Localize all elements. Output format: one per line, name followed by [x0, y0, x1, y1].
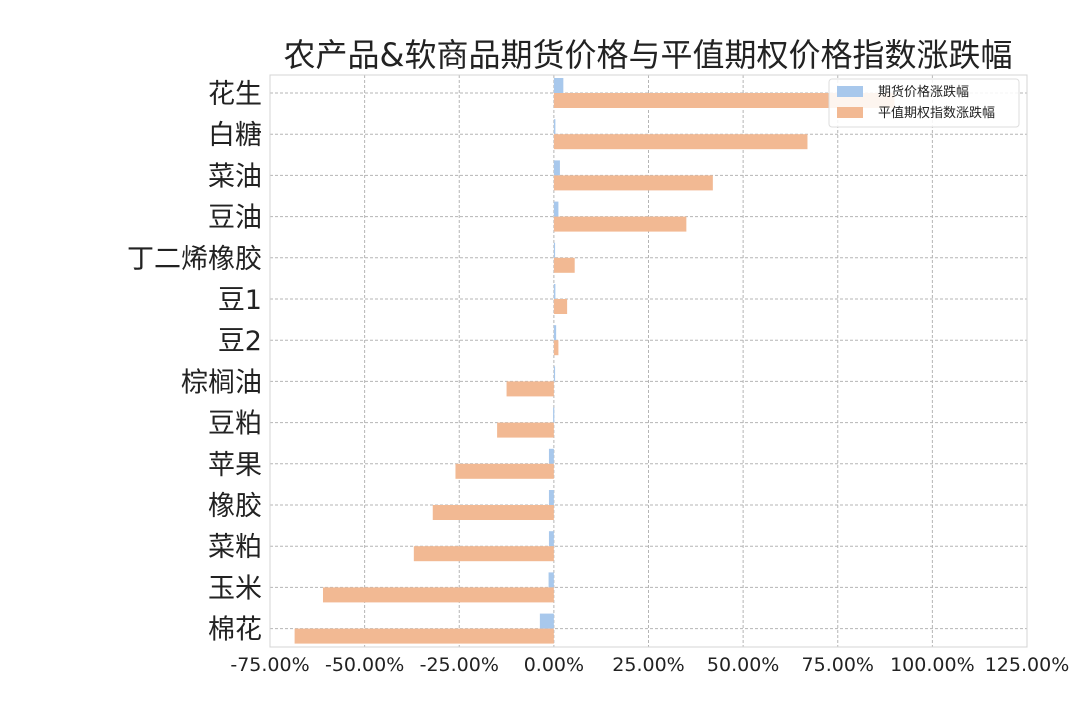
bar-futures: [553, 201, 559, 217]
y-tick-label: 豆2: [218, 326, 262, 357]
bar-option-index: [553, 175, 713, 191]
bars: [294, 78, 895, 644]
bar-futures: [539, 613, 554, 629]
y-tick-label: 玉米: [208, 573, 262, 604]
y-tick-label: 豆1: [218, 285, 262, 316]
bar-futures: [553, 160, 560, 176]
bar-option-index: [432, 505, 554, 520]
y-tick-label: 棉花: [208, 615, 262, 646]
bar-option-index: [497, 422, 554, 438]
x-tick-label: 50.00%: [707, 654, 779, 676]
y-tick-label: 苹果: [208, 450, 262, 481]
bar-option-index: [553, 299, 568, 314]
bar-futures: [553, 325, 557, 341]
x-tick-label: 125.00%: [985, 654, 1070, 676]
y-tick-label: 菜粕: [208, 532, 262, 563]
legend-box: [828, 78, 1020, 128]
x-tick-label: 25.00%: [612, 654, 684, 676]
bar-futures: [548, 531, 554, 547]
bar-futures: [553, 78, 564, 93]
y-tick-label: 菜油: [208, 161, 262, 192]
y-tick-label: 棕榈油: [181, 367, 262, 398]
bar-option-index: [553, 216, 687, 232]
y-tick-label: 豆粕: [208, 409, 262, 440]
bar-futures: [548, 572, 554, 588]
plot-frame: [269, 74, 1028, 648]
legend-swatch: [837, 86, 863, 97]
bar-option-index: [455, 463, 554, 479]
y-tick-label: 丁二烯橡胶: [127, 244, 262, 275]
x-tick-label: -50.00%: [325, 654, 404, 676]
bar-futures: [553, 119, 556, 135]
x-tick-label: 75.00%: [802, 654, 874, 676]
bar-option-index: [506, 381, 554, 397]
y-tick-label: 豆油: [208, 203, 262, 234]
y-tick-label: 白糖: [208, 120, 262, 151]
x-axis-labels: -75.00% -50.00% -25.00% 0.00% 25.00% 50.00% 75…: [230, 654, 1069, 676]
bar-option-index: [553, 257, 575, 273]
x-tick-label: -75.00%: [230, 654, 309, 676]
chart-title: 农产品&软商品期货价格与平值期权价格指数涨跌幅: [284, 36, 1013, 74]
bar-futures: [548, 448, 554, 464]
bar-futures: [548, 490, 554, 505]
legend-label: 期货价格涨跌幅: [878, 84, 969, 100]
bar-option-index: [413, 546, 554, 562]
bar-futures: [553, 366, 556, 382]
bar-futures: [553, 284, 556, 299]
bar-futures: [553, 242, 556, 258]
legend-label: 平值期权指数涨跌幅: [878, 105, 995, 121]
bar-option-index: [294, 628, 554, 644]
bar-option-index: [553, 93, 895, 108]
bar-option-index: [553, 134, 808, 150]
y-tick-label: 橡胶: [208, 491, 262, 522]
x-tick-label: -25.00%: [420, 654, 499, 676]
legend-swatch: [837, 107, 863, 118]
x-tick-label: 100.00%: [890, 654, 975, 676]
bar-futures: [553, 407, 555, 423]
y-tick-label: 花生: [208, 79, 262, 110]
grid: [269, 75, 1028, 647]
bar-option-index: [322, 587, 554, 603]
x-tick-label: 0.00%: [524, 654, 584, 676]
bar-option-index: [553, 340, 559, 356]
